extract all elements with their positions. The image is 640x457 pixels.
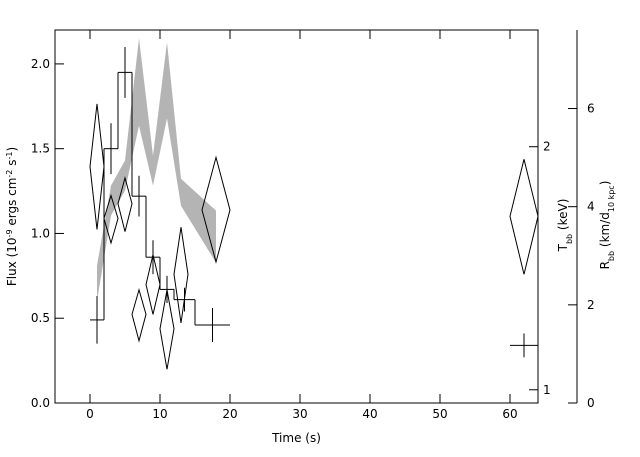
y3-axis-label-part: 10 kpc <box>607 185 616 212</box>
y-axis-label-part: ) <box>5 147 19 152</box>
plot-frame <box>54 29 539 404</box>
x-tick-label: 20 <box>222 407 237 421</box>
tbb-diamond <box>131 287 147 343</box>
y-tick-label: 1.0 <box>31 226 50 240</box>
tbb-diamond <box>159 289 175 370</box>
x-tick-label: 10 <box>152 407 167 421</box>
x-axis-label: Time (s) <box>271 431 321 445</box>
y2-tick-label: 2 <box>543 140 551 154</box>
y-axis-label-part: -2 <box>5 170 14 178</box>
y3-tick-label: 0 <box>587 396 595 410</box>
y3-tick-label: 6 <box>587 102 595 116</box>
tbb-diamond <box>145 254 161 315</box>
y2-axis-label-part: bb <box>565 234 574 244</box>
y3-axis-label: Rbb (km/d10 kpc) <box>598 181 616 270</box>
y3-axis-label-part: R <box>598 261 612 269</box>
tbb-diamond <box>89 103 105 230</box>
y-tick-label: 0.5 <box>31 311 50 325</box>
x-tick-label: 40 <box>362 407 377 421</box>
y2-axis-label: Tbb (keV) <box>556 199 574 253</box>
y-axis-label-part: -1 <box>5 152 14 160</box>
y-axis-label-part: ergs cm <box>5 178 19 230</box>
y-axis-label-part: -9 <box>5 229 14 237</box>
y3-tick-label: 2 <box>587 298 595 312</box>
tbb-diamond <box>117 175 133 232</box>
y-tick-label: 1.5 <box>31 142 50 156</box>
y2-tick-label: 1 <box>543 383 551 397</box>
y3-axis-label-part: ) <box>598 181 612 186</box>
tbb-diamond <box>173 227 189 324</box>
x-tick-label: 30 <box>292 407 307 421</box>
y-axis-label-part: s <box>5 160 19 170</box>
y-tick-label: 0.0 <box>31 396 50 410</box>
y2-axis-label-part: T <box>556 243 570 252</box>
y3-tick-label: 4 <box>587 200 595 214</box>
x-tick-label: 60 <box>502 407 517 421</box>
tbb-diamond <box>103 193 119 245</box>
x-tick-label: 50 <box>432 407 447 421</box>
rbb-band <box>97 38 216 301</box>
tbb-diamond <box>201 155 231 264</box>
y3-axis-label-part: bb <box>607 251 616 261</box>
tbb-diamond <box>509 159 539 275</box>
y3-axis-label-part: (km/d <box>598 212 612 251</box>
y-tick-label: 2.0 <box>31 57 50 71</box>
y-axis-label-part: Flux (10 <box>5 237 19 286</box>
y-axis-label: Flux (10-9 ergs cm-2 s-1) <box>5 147 20 286</box>
y2-axis-label-part: (keV) <box>556 199 570 234</box>
x-tick-label: 0 <box>86 407 94 421</box>
